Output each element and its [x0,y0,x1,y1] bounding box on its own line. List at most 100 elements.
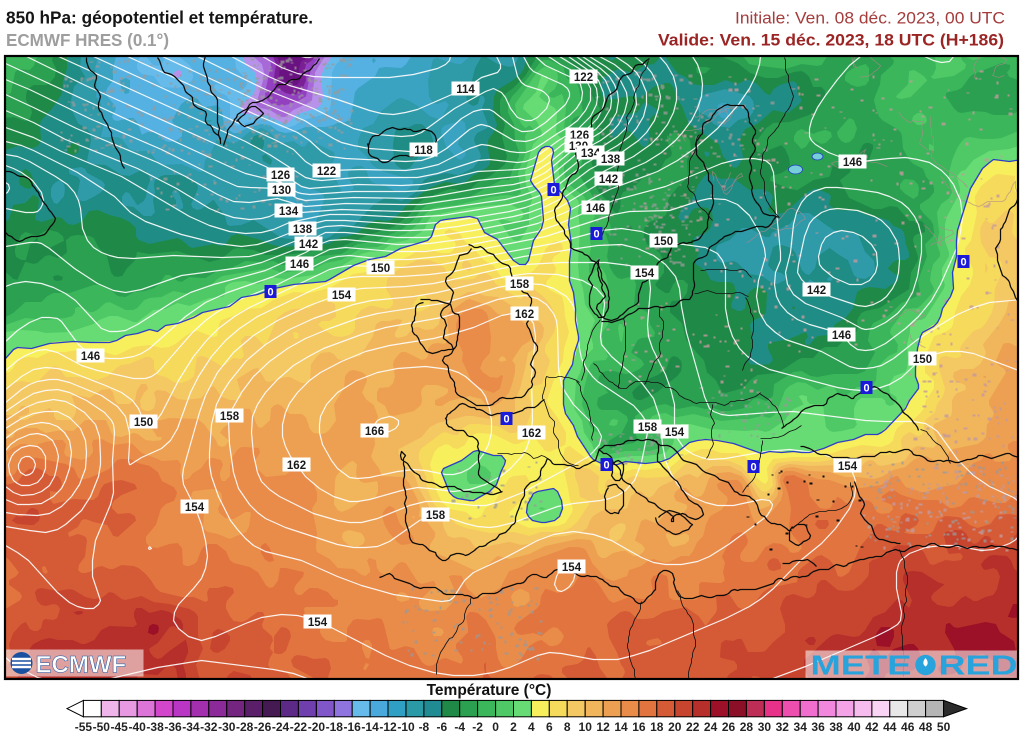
svg-text:142: 142 [599,174,618,186]
svg-text:142: 142 [807,285,826,297]
svg-text:0: 0 [750,462,756,474]
svg-text:150: 150 [913,354,932,366]
svg-text:-38: -38 [146,720,164,734]
svg-text:150: 150 [371,263,390,275]
svg-text:154: 154 [308,617,328,629]
svg-text:162: 162 [287,460,306,472]
svg-text:46: 46 [901,720,915,734]
svg-text:-26: -26 [254,720,272,734]
svg-text:ECMWF HRES (0.1°): ECMWF HRES (0.1°) [6,30,169,50]
svg-text:2: 2 [510,720,517,734]
svg-text:-30: -30 [218,720,236,734]
svg-text:12: 12 [596,720,610,734]
svg-text:22: 22 [686,720,700,734]
svg-text:METE: METE [811,650,912,681]
svg-text:10: 10 [579,720,593,734]
svg-text:20: 20 [668,720,682,734]
svg-text:40: 40 [847,720,861,734]
svg-text:126: 126 [271,170,290,182]
svg-text:146: 146 [843,157,862,169]
svg-text:-14: -14 [361,720,379,734]
svg-text:162: 162 [522,428,541,440]
svg-text:ECMWF: ECMWF [36,652,127,679]
svg-text:RED: RED [939,650,1018,681]
svg-text:Température (°C): Température (°C) [427,682,552,699]
svg-text:38: 38 [829,720,843,734]
svg-text:162: 162 [515,309,534,321]
svg-text:48: 48 [919,720,933,734]
svg-text:14: 14 [614,720,628,734]
svg-text:122: 122 [317,166,336,178]
svg-text:-34: -34 [182,720,200,734]
svg-text:118: 118 [414,145,433,157]
svg-text:-2: -2 [472,720,483,734]
svg-text:138: 138 [293,224,313,236]
svg-text:-4: -4 [454,720,465,734]
svg-text:24: 24 [704,720,718,734]
svg-text:0: 0 [593,229,599,241]
svg-text:36: 36 [811,720,825,734]
svg-text:158: 158 [638,422,658,434]
svg-text:-18: -18 [326,720,344,734]
svg-text:134: 134 [581,148,601,160]
svg-text:-40: -40 [129,720,147,734]
svg-text:150: 150 [134,417,153,429]
svg-text:134: 134 [279,206,299,218]
svg-text:158: 158 [510,279,530,291]
svg-text:154: 154 [665,427,685,439]
svg-text:32: 32 [776,720,790,734]
svg-text:16: 16 [632,720,646,734]
svg-text:146: 146 [81,351,100,363]
svg-text:0: 0 [863,383,869,395]
svg-text:154: 154 [562,562,582,574]
svg-text:-24: -24 [272,720,290,734]
svg-text:850 hPa: géopotentiel et tempé: 850 hPa: géopotentiel et température. [6,8,313,28]
svg-text:42: 42 [865,720,879,734]
svg-text:150: 150 [654,236,673,248]
svg-text:-8: -8 [419,720,430,734]
svg-text:158: 158 [220,411,240,423]
svg-text:30: 30 [758,720,772,734]
svg-text:142: 142 [299,239,318,251]
svg-text:28: 28 [740,720,754,734]
svg-text:-45: -45 [111,720,129,734]
svg-text:34: 34 [794,720,808,734]
svg-text:-16: -16 [344,720,362,734]
svg-text:-12: -12 [379,720,397,734]
svg-text:146: 146 [832,330,851,342]
svg-text:154: 154 [332,290,352,302]
svg-text:166: 166 [365,426,384,438]
svg-text:Valide: Ven. 15 déc. 2023, 18: Valide: Ven. 15 déc. 2023, 18 UTC (H+186… [658,31,1004,50]
svg-text:0: 0 [550,185,556,197]
svg-text:50: 50 [937,720,951,734]
svg-text:-10: -10 [397,720,415,734]
svg-text:18: 18 [650,720,664,734]
svg-text:138: 138 [601,154,621,166]
svg-text:0: 0 [267,287,273,299]
svg-text:146: 146 [586,203,605,215]
svg-text:44: 44 [883,720,897,734]
svg-text:154: 154 [838,461,858,473]
svg-text:0: 0 [492,720,499,734]
svg-text:26: 26 [722,720,736,734]
svg-text:0: 0 [960,257,966,269]
svg-text:-28: -28 [236,720,254,734]
svg-text:-50: -50 [93,720,111,734]
svg-text:4: 4 [528,720,535,734]
svg-text:154: 154 [185,502,205,514]
svg-text:146: 146 [290,259,309,271]
svg-text:114: 114 [456,84,475,96]
svg-text:8: 8 [564,720,571,734]
svg-text:0: 0 [503,414,509,426]
svg-text:154: 154 [635,268,655,280]
svg-text:-6: -6 [436,720,447,734]
svg-text:-32: -32 [200,720,218,734]
svg-text:-36: -36 [164,720,182,734]
svg-text:158: 158 [426,510,446,522]
svg-text:6: 6 [546,720,553,734]
svg-text:-20: -20 [308,720,326,734]
svg-text:-55: -55 [75,720,93,734]
svg-text:122: 122 [574,72,593,84]
svg-text:130: 130 [272,185,291,197]
svg-text:0: 0 [603,460,609,472]
